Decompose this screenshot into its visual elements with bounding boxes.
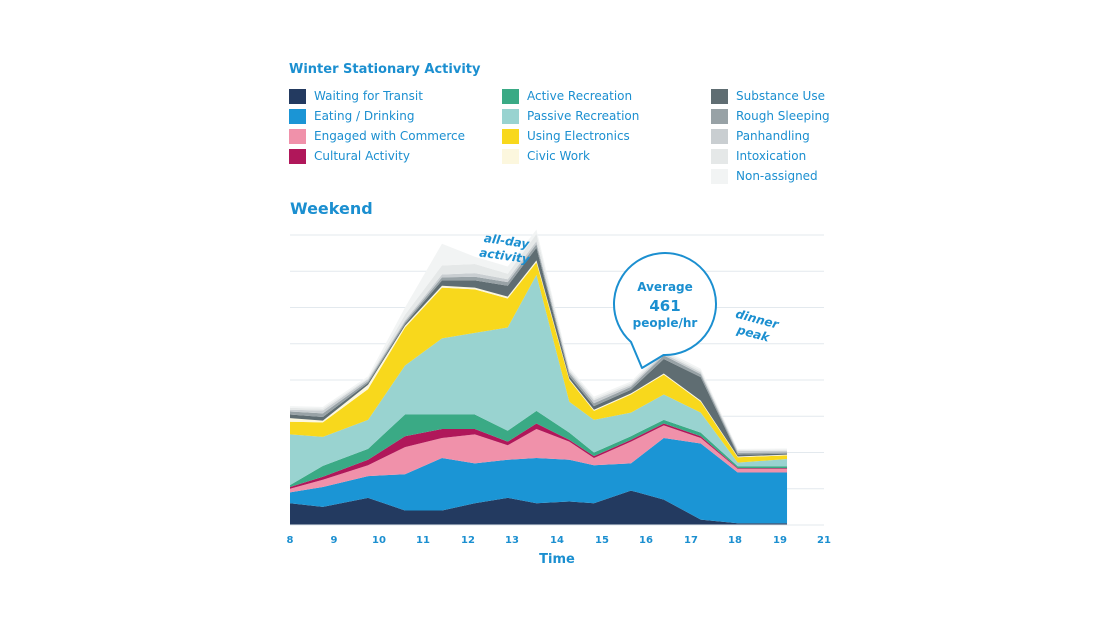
legend-swatch: [711, 88, 728, 104]
legend-item: Civic Work: [502, 147, 590, 165]
legend-swatch: [711, 108, 728, 124]
legend-label: Panhandling: [736, 129, 810, 143]
legend-label: Engaged with Commerce: [314, 129, 465, 143]
area-series: [290, 260, 788, 458]
area-series: [290, 274, 788, 486]
legend-label: Rough Sleeping: [736, 109, 830, 123]
legend-item: Engaged with Commerce: [289, 127, 465, 145]
legend-swatch: [289, 108, 306, 124]
area-series: [290, 410, 788, 487]
legend-label: Using Electronics: [527, 129, 630, 143]
legend-item: Eating / Drinking: [289, 107, 415, 125]
legend-item: Rough Sleeping: [711, 107, 830, 125]
area-series: [290, 241, 788, 453]
x-tick-label: 21: [817, 535, 831, 546]
x-tick-label: 16: [639, 535, 653, 546]
legend-swatch: [502, 128, 519, 144]
legend-swatch: [711, 168, 728, 184]
x-tick-label: 19: [773, 535, 787, 546]
annotation-dinner-peak: dinner: [734, 307, 781, 332]
legend-swatch: [289, 88, 306, 104]
x-tick-label: 12: [461, 535, 475, 546]
x-tick-label: 9: [331, 535, 338, 546]
legend-swatch: [289, 148, 306, 164]
x-tick-label: 11: [416, 535, 430, 546]
legend-item: Passive Recreation: [502, 107, 639, 125]
chart-title: Weekend: [290, 199, 373, 218]
legend-item: Cultural Activity: [289, 147, 410, 165]
area-series: [290, 490, 788, 525]
legend-item: Non-assigned: [711, 167, 818, 185]
legend-swatch: [502, 88, 519, 104]
legend-label: Passive Recreation: [527, 109, 640, 123]
area-series: [290, 244, 788, 455]
legend-item: Panhandling: [711, 127, 810, 145]
legend-swatch: [502, 148, 519, 164]
callout-text: people/hr: [633, 316, 698, 330]
legend-item: Active Recreation: [502, 87, 632, 105]
callout-text: 461: [649, 297, 680, 315]
x-tick-label: 15: [595, 535, 609, 546]
legend-label: Non-assigned: [736, 169, 818, 183]
legend-swatch: [502, 108, 519, 124]
legend-item: Using Electronics: [502, 127, 630, 145]
area-series: [290, 247, 788, 457]
area-series: [290, 425, 788, 493]
legend-title: Winter Stationary Activity: [289, 62, 481, 77]
callout-text: Average: [637, 280, 693, 294]
legend-label: Civic Work: [527, 149, 590, 163]
area-series: [290, 438, 788, 524]
legend-swatch: [711, 128, 728, 144]
legend-swatch: [289, 128, 306, 144]
callout-bubble: [613, 252, 717, 369]
legend-label: Substance Use: [736, 89, 825, 103]
area-series: [290, 262, 788, 463]
legend-label: Eating / Drinking: [314, 109, 415, 123]
legend-swatch: [711, 148, 728, 164]
x-tick-label: 14: [550, 535, 564, 546]
area-series: [290, 229, 788, 450]
annotation-dinner-peak: peak: [735, 322, 772, 345]
x-tick-label: 13: [505, 535, 519, 546]
legend-label: Intoxication: [736, 149, 807, 163]
x-tick-label: 8: [287, 535, 294, 546]
area-series: [290, 423, 788, 489]
x-tick-label: 18: [728, 535, 742, 546]
x-tick-label: 17: [684, 535, 698, 546]
x-tick-label: 10: [372, 535, 386, 546]
legend-item: Waiting for Transit: [289, 87, 423, 105]
annotation-all-day: activity: [478, 245, 531, 266]
legend-item: Intoxication: [711, 147, 806, 165]
legend-label: Cultural Activity: [314, 149, 410, 163]
x-axis-label: Time: [539, 552, 575, 567]
legend-label: Waiting for Transit: [314, 89, 423, 103]
annotation-all-day: all-day: [483, 231, 531, 251]
area-series: [290, 233, 788, 452]
legend-label: Active Recreation: [527, 89, 633, 103]
legend-item: Substance Use: [711, 87, 825, 105]
